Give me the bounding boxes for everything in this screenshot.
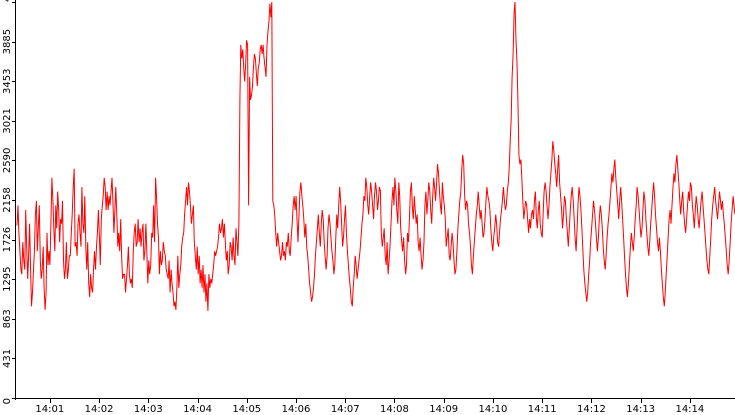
series-line bbox=[16, 1, 735, 311]
y-tick-label: 3021 bbox=[2, 108, 13, 133]
x-tick-label: 14:08 bbox=[380, 404, 409, 415]
x-tick-label: 14:06 bbox=[282, 404, 311, 415]
y-tick-label: 4317 bbox=[2, 0, 13, 2]
y-tick-label: 1726 bbox=[2, 227, 13, 252]
y-tick-label: 1295 bbox=[2, 266, 13, 291]
x-tick-label: 14:09 bbox=[429, 404, 458, 415]
y-tick-label: 3453 bbox=[2, 69, 13, 94]
x-tick-label: 14:01 bbox=[35, 404, 64, 415]
y-tick-label: 431 bbox=[2, 349, 13, 368]
x-tick-label: 14:13 bbox=[626, 404, 655, 415]
x-tick-label: 14:12 bbox=[577, 404, 606, 415]
y-tick-label: 3885 bbox=[2, 29, 13, 54]
x-tick-label: 14:03 bbox=[134, 404, 163, 415]
x-tick-label: 14:04 bbox=[183, 404, 212, 415]
x-tick-label: 14:02 bbox=[85, 404, 114, 415]
y-tick-label: 863 bbox=[2, 309, 13, 328]
x-tick-label: 14:11 bbox=[528, 404, 557, 415]
x-tick-labels: 14:01 14:02 14:03 14:04 14:05 14:06 14:07 14:08… bbox=[35, 398, 704, 415]
y-tick-label: 0 bbox=[2, 398, 13, 404]
y-tick-label: 2590 bbox=[2, 148, 13, 173]
x-tick-label: 14:05 bbox=[232, 404, 261, 415]
plot-area bbox=[16, 1, 735, 311]
x-tick-label: 14:10 bbox=[479, 404, 508, 415]
y-tick-labels: 0 431 863 1295 1726 2158 2590 3021 3453 3885 4317 bbox=[2, 0, 16, 404]
x-tick-label: 14:14 bbox=[675, 404, 704, 415]
x-tick-label: 14:07 bbox=[331, 404, 360, 415]
y-tick-label: 2158 bbox=[2, 187, 13, 212]
